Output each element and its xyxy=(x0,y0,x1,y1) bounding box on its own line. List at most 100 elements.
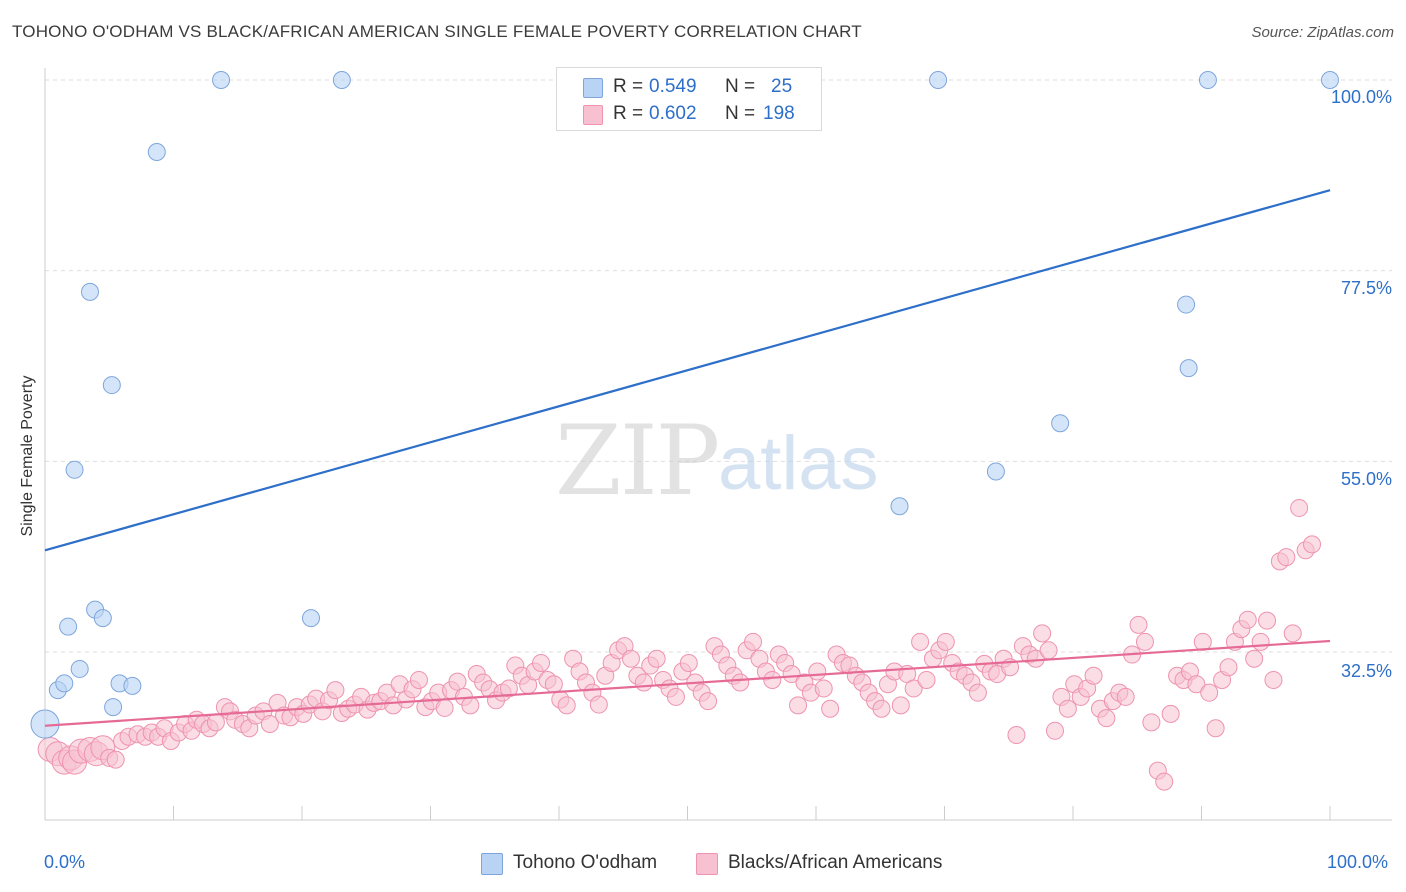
point-blacks-91 xyxy=(634,673,653,692)
point-blacks-169 xyxy=(1135,632,1154,651)
point-tohono-10 xyxy=(104,698,123,717)
chart-title: TOHONO O'ODHAM VS BLACK/AFRICAN AMERICAN… xyxy=(12,22,862,41)
point-tohono-23 xyxy=(1198,71,1217,89)
point-blacks-115 xyxy=(789,696,808,715)
point-blacks-56 xyxy=(409,670,428,689)
point-tohono-13 xyxy=(147,143,166,162)
bottom-legend-label-tohono: Tohono O'odham xyxy=(513,852,658,873)
blacks-african-americans-points xyxy=(37,498,1322,791)
point-blacks-75 xyxy=(532,654,551,673)
point-blacks-101 xyxy=(699,692,718,711)
axes xyxy=(44,68,1392,821)
bottom-legend-label-blacks: Blacks/African Americans xyxy=(728,852,943,873)
point-blacks-172 xyxy=(1155,772,1174,791)
point-tohono-12 xyxy=(123,676,142,695)
x-tick-min: 0.0% xyxy=(44,852,86,872)
point-blacks-96 xyxy=(666,687,685,706)
point-blacks-143 xyxy=(968,683,987,702)
point-blacks-195 xyxy=(1303,535,1322,554)
point-tohono-24 xyxy=(1321,71,1339,89)
point-tohono-20 xyxy=(1051,414,1070,433)
point-blacks-114 xyxy=(782,665,801,684)
legend-r-value: 0.549 xyxy=(649,76,697,97)
y-axis-label: Single Female Poverty xyxy=(19,375,36,537)
bottom-legend-swatch-blacks xyxy=(696,853,718,875)
point-blacks-93 xyxy=(647,649,666,668)
point-blacks-154 xyxy=(1039,641,1058,660)
legend-n-label: N = xyxy=(725,76,756,97)
point-tohono-2 xyxy=(55,674,74,693)
point-blacks-135 xyxy=(917,670,936,689)
point-tohono-8 xyxy=(93,609,112,628)
trend-lines xyxy=(44,189,1331,727)
y-tick-77-5: 77.5% xyxy=(1340,278,1392,298)
point-blacks-192 xyxy=(1283,624,1302,643)
y-tick-32-5: 32.5% xyxy=(1340,661,1392,681)
point-blacks-189 xyxy=(1264,670,1283,689)
point-blacks-173 xyxy=(1161,704,1180,723)
point-blacks-119 xyxy=(814,679,833,698)
point-blacks-182 xyxy=(1219,658,1238,677)
point-blacks-118 xyxy=(808,662,827,681)
point-tohono-21 xyxy=(1177,295,1196,314)
point-blacks-64 xyxy=(461,696,480,715)
point-blacks-180 xyxy=(1206,719,1225,738)
point-blacks-10 xyxy=(106,750,125,769)
point-tohono-9 xyxy=(102,376,121,395)
point-tohono-3 xyxy=(59,617,78,636)
point-tohono-14 xyxy=(212,71,231,89)
point-blacks-111 xyxy=(763,670,782,689)
bottom-legend-swatch-tohono xyxy=(481,853,503,875)
point-blacks-191 xyxy=(1277,548,1296,567)
legend-r-label: R = xyxy=(613,103,644,124)
point-blacks-25 xyxy=(206,713,225,732)
point-blacks-179 xyxy=(1200,683,1219,702)
point-blacks-134 xyxy=(911,632,930,651)
legend-n-value: 198 xyxy=(763,103,795,124)
point-tohono-4 xyxy=(65,460,84,479)
point-tohono-22 xyxy=(1179,359,1198,378)
point-blacks-155 xyxy=(1046,721,1065,740)
point-blacks-185 xyxy=(1238,610,1257,629)
point-blacks-33 xyxy=(260,715,279,734)
x-tick-max: 100.0% xyxy=(1327,852,1389,872)
point-blacks-163 xyxy=(1097,709,1116,728)
point-blacks-62 xyxy=(448,672,467,691)
watermark-atlas: atlas xyxy=(718,421,879,506)
point-blacks-131 xyxy=(891,696,910,715)
point-blacks-177 xyxy=(1187,675,1206,694)
y-tick-55: 55.0% xyxy=(1340,469,1392,489)
point-blacks-89 xyxy=(621,649,640,668)
point-blacks-120 xyxy=(821,699,840,718)
point-blacks-187 xyxy=(1251,632,1270,651)
source-label: Source: ZipAtlas.com xyxy=(1251,24,1394,41)
point-blacks-157 xyxy=(1058,699,1077,718)
point-blacks-168 xyxy=(1129,615,1148,634)
point-tohono-18 xyxy=(929,71,948,89)
point-blacks-188 xyxy=(1258,611,1277,630)
point-blacks-186 xyxy=(1245,649,1264,668)
legend-r-value: 0.602 xyxy=(649,103,697,124)
point-blacks-166 xyxy=(1116,687,1135,706)
trendline-blacks xyxy=(44,639,1331,727)
point-tohono-16 xyxy=(301,609,320,628)
stats-legend: R = 0.549 N = 25 R = 0.602 N = 198 xyxy=(556,67,822,131)
y-tick-100: 100.0% xyxy=(1330,87,1392,107)
watermark-zip: ZIP xyxy=(555,405,720,517)
point-tohono-5 xyxy=(70,659,89,678)
point-blacks-84 xyxy=(589,695,608,714)
point-blacks-98 xyxy=(679,654,698,673)
point-blacks-149 xyxy=(1007,726,1026,745)
point-tohono-19 xyxy=(986,462,1005,481)
legend-n-label: N = xyxy=(725,103,756,124)
trendline-tohono xyxy=(44,189,1331,552)
point-blacks-178 xyxy=(1193,632,1212,651)
point-blacks-161 xyxy=(1084,666,1103,685)
point-blacks-133 xyxy=(904,679,923,698)
point-blacks-170 xyxy=(1142,713,1161,732)
legend-swatch-blacks xyxy=(583,105,603,125)
point-tohono-15 xyxy=(332,71,351,89)
legend-r-label: R = xyxy=(613,76,644,97)
legend-swatch-tohono xyxy=(583,78,603,98)
